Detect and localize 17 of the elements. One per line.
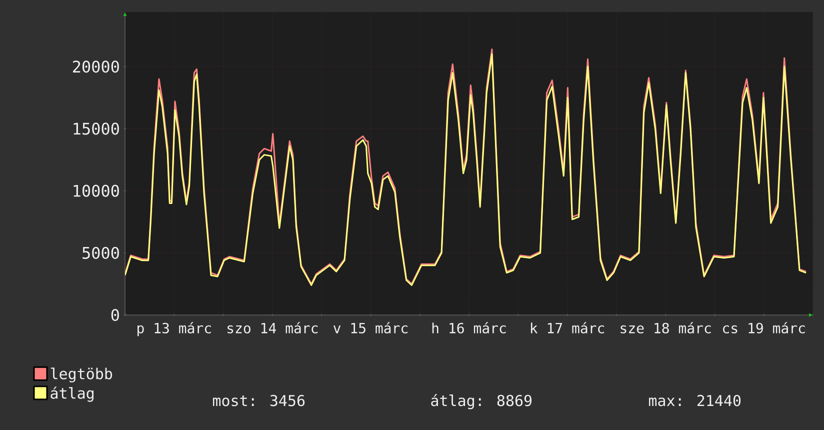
y-tick-label: 15000: [74, 122, 119, 135]
text: max: 21440: [649, 394, 741, 406]
x-tick-label: p 13 márc: [138, 322, 211, 336]
x-tick-label: sze 18 márc: [620, 322, 711, 334]
legend-label: átlag: [50, 386, 94, 402]
x-tick-label: szo 14 márc: [228, 322, 318, 334]
y-tick-label: 5000: [82, 246, 119, 259]
legend-label: legtöbb: [50, 368, 112, 382]
x-tick-label: v 15 márc: [333, 322, 408, 334]
text: átlag: 8869: [431, 394, 532, 410]
x-tick-label: h 16 márc: [432, 322, 506, 334]
y-tick-label: 20000: [73, 60, 119, 73]
x-tick-label: k 17 márc: [530, 322, 604, 334]
y-tick-label: 10000: [74, 184, 119, 197]
y-tick-label: 0: [111, 308, 119, 322]
x-tick-label: cs 19 márc: [723, 322, 805, 334]
text: most: 3456: [213, 394, 305, 406]
